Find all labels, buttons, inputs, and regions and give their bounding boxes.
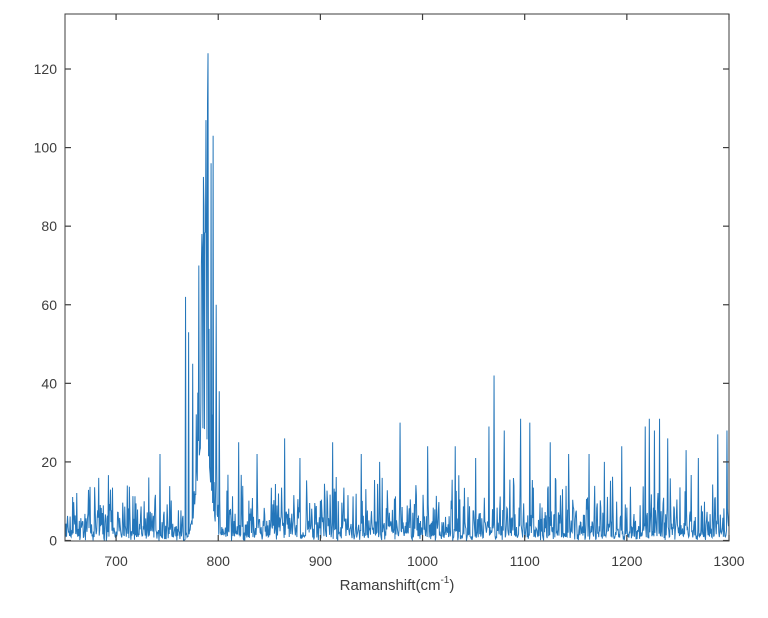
x-tick-label: 900	[309, 553, 333, 569]
y-tick-label: 80	[41, 218, 57, 234]
x-tick-label: 1300	[713, 553, 744, 569]
spectrum-series	[64, 53, 730, 542]
x-axis-label-close: )	[449, 577, 455, 594]
y-tick-label: 40	[41, 375, 57, 391]
x-axis-label-text: Ramanshift(cm	[339, 577, 441, 594]
x-axis-label: Ramanshift(cm-1)	[65, 575, 729, 594]
spectrum-line	[64, 53, 730, 542]
x-axis-label-superscript: -1	[440, 575, 450, 586]
y-tick-label: 20	[41, 454, 57, 470]
x-tick-label: 1200	[611, 553, 642, 569]
y-tick-labels: 0 20 40 60 80 100 120	[34, 61, 58, 548]
y-tick-label: 0	[49, 533, 57, 549]
x-tick-labels: 700 800 900 1000 1100 1200 1300	[104, 553, 744, 569]
x-tick-label: 1000	[407, 553, 438, 569]
axes-box	[64, 13, 730, 542]
x-tick-label: 1100	[510, 553, 540, 569]
y-tick-label: 120	[34, 61, 58, 77]
y-tick-label: 60	[41, 297, 57, 313]
y-tick-label: 100	[34, 140, 58, 156]
x-tick-label: 800	[207, 553, 231, 569]
x-tick-label: 700	[104, 553, 128, 569]
axis-ticks	[65, 14, 730, 542]
